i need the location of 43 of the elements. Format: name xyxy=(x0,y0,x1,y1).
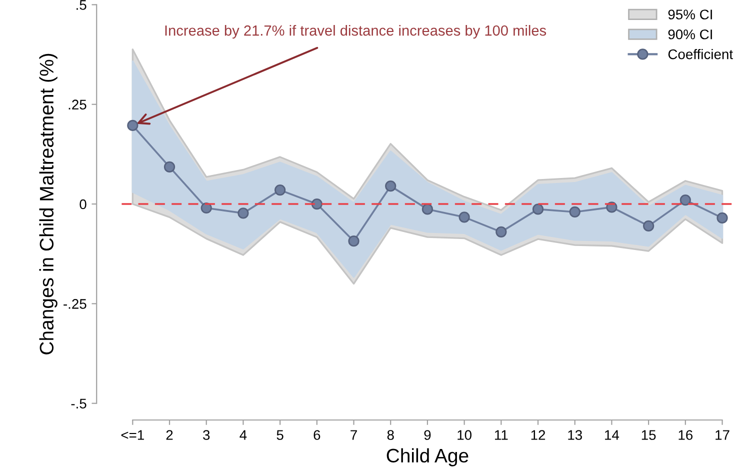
point xyxy=(127,120,138,132)
point xyxy=(311,198,322,210)
point xyxy=(569,206,580,218)
x-tick-label: 13 xyxy=(568,430,582,440)
x-tick-label: 4 xyxy=(240,430,247,440)
legend-label: 90% CI xyxy=(668,29,712,40)
point xyxy=(643,220,654,232)
point xyxy=(274,184,286,196)
annotation: Increase by 21.7% if travel distance increases by 100 miles xyxy=(165,25,546,39)
point xyxy=(458,212,470,223)
x-tick-label: 8 xyxy=(387,430,394,440)
x-tick-label: 11 xyxy=(495,430,508,440)
x-tick-label: 2 xyxy=(166,430,173,440)
point xyxy=(348,236,360,247)
point xyxy=(532,204,544,215)
x-tick-label: 7 xyxy=(350,430,357,440)
legend-label: 95% CI xyxy=(668,10,712,20)
point xyxy=(238,208,249,219)
x-tick-label: 5 xyxy=(276,430,284,440)
x-axis-title: Child Age xyxy=(386,448,468,466)
y-tick-label: 0 xyxy=(80,199,86,210)
y-axis-title: Changes in Child Maltreatment (%) xyxy=(39,54,58,354)
point xyxy=(680,194,691,206)
y-tick-label: .5 xyxy=(76,0,86,10)
x-tick-label: <=1 xyxy=(121,430,144,440)
y-tick-label: -.5 xyxy=(71,398,86,409)
point xyxy=(422,204,434,215)
x-tick-label: 6 xyxy=(314,430,320,440)
x-tick-label: 12 xyxy=(531,430,546,440)
point xyxy=(164,161,176,172)
x-tick-label: 9 xyxy=(424,430,431,440)
x-tick-label: 16 xyxy=(678,430,693,440)
x-tick-label: 17 xyxy=(716,430,730,440)
point xyxy=(716,212,728,224)
point xyxy=(496,226,507,238)
x-tick-label: 14 xyxy=(605,430,620,440)
legend-label: Coefficient xyxy=(668,49,733,60)
x-tick-label: 3 xyxy=(203,430,210,440)
x-tick-label: 10 xyxy=(458,430,472,440)
y-tick-label: .25 xyxy=(68,100,86,110)
y-tick-label: -.25 xyxy=(64,299,86,309)
point xyxy=(385,180,396,192)
x-tick-label: 15 xyxy=(642,430,656,440)
